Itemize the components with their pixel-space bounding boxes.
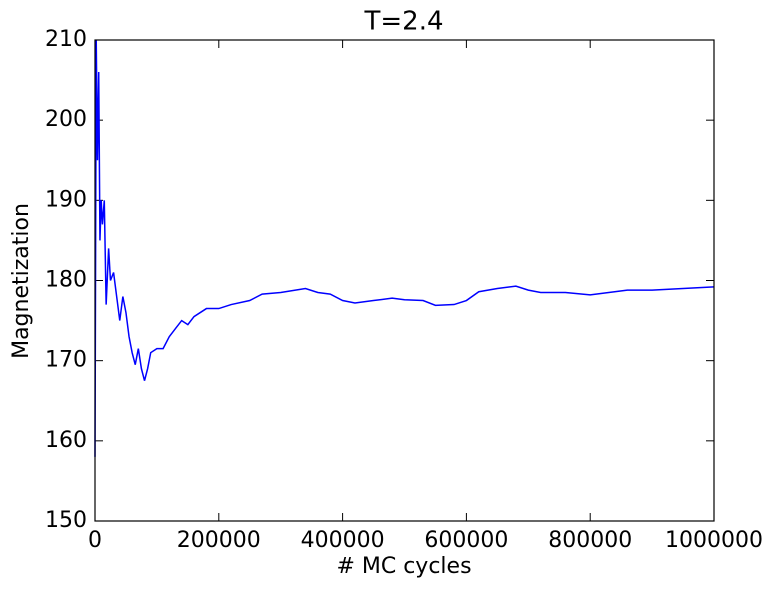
y-tick-label: 170 bbox=[45, 348, 87, 373]
x-tick-label: 1000000 bbox=[665, 528, 763, 553]
plot-frame bbox=[94, 39, 715, 522]
y-tick-label: 190 bbox=[45, 187, 87, 212]
y-axis-label: Magnetization bbox=[9, 203, 34, 359]
chart-title: T=2.4 bbox=[363, 7, 443, 37]
x-tick-label: 0 bbox=[88, 528, 102, 553]
y-tick-label: 150 bbox=[45, 508, 87, 533]
x-tick-label: 800000 bbox=[548, 528, 632, 553]
x-tick-label: 600000 bbox=[424, 528, 508, 553]
y-tick-label: 210 bbox=[45, 27, 87, 52]
x-axis-label: # MC cycles bbox=[336, 554, 471, 579]
y-tick-label: 180 bbox=[45, 268, 87, 293]
y-tick-label: 160 bbox=[45, 428, 87, 453]
x-tick-label: 400000 bbox=[301, 528, 385, 553]
data-line bbox=[94, 39, 715, 457]
x-tick-label: 200000 bbox=[177, 528, 261, 553]
y-tick-label: 200 bbox=[45, 107, 87, 132]
